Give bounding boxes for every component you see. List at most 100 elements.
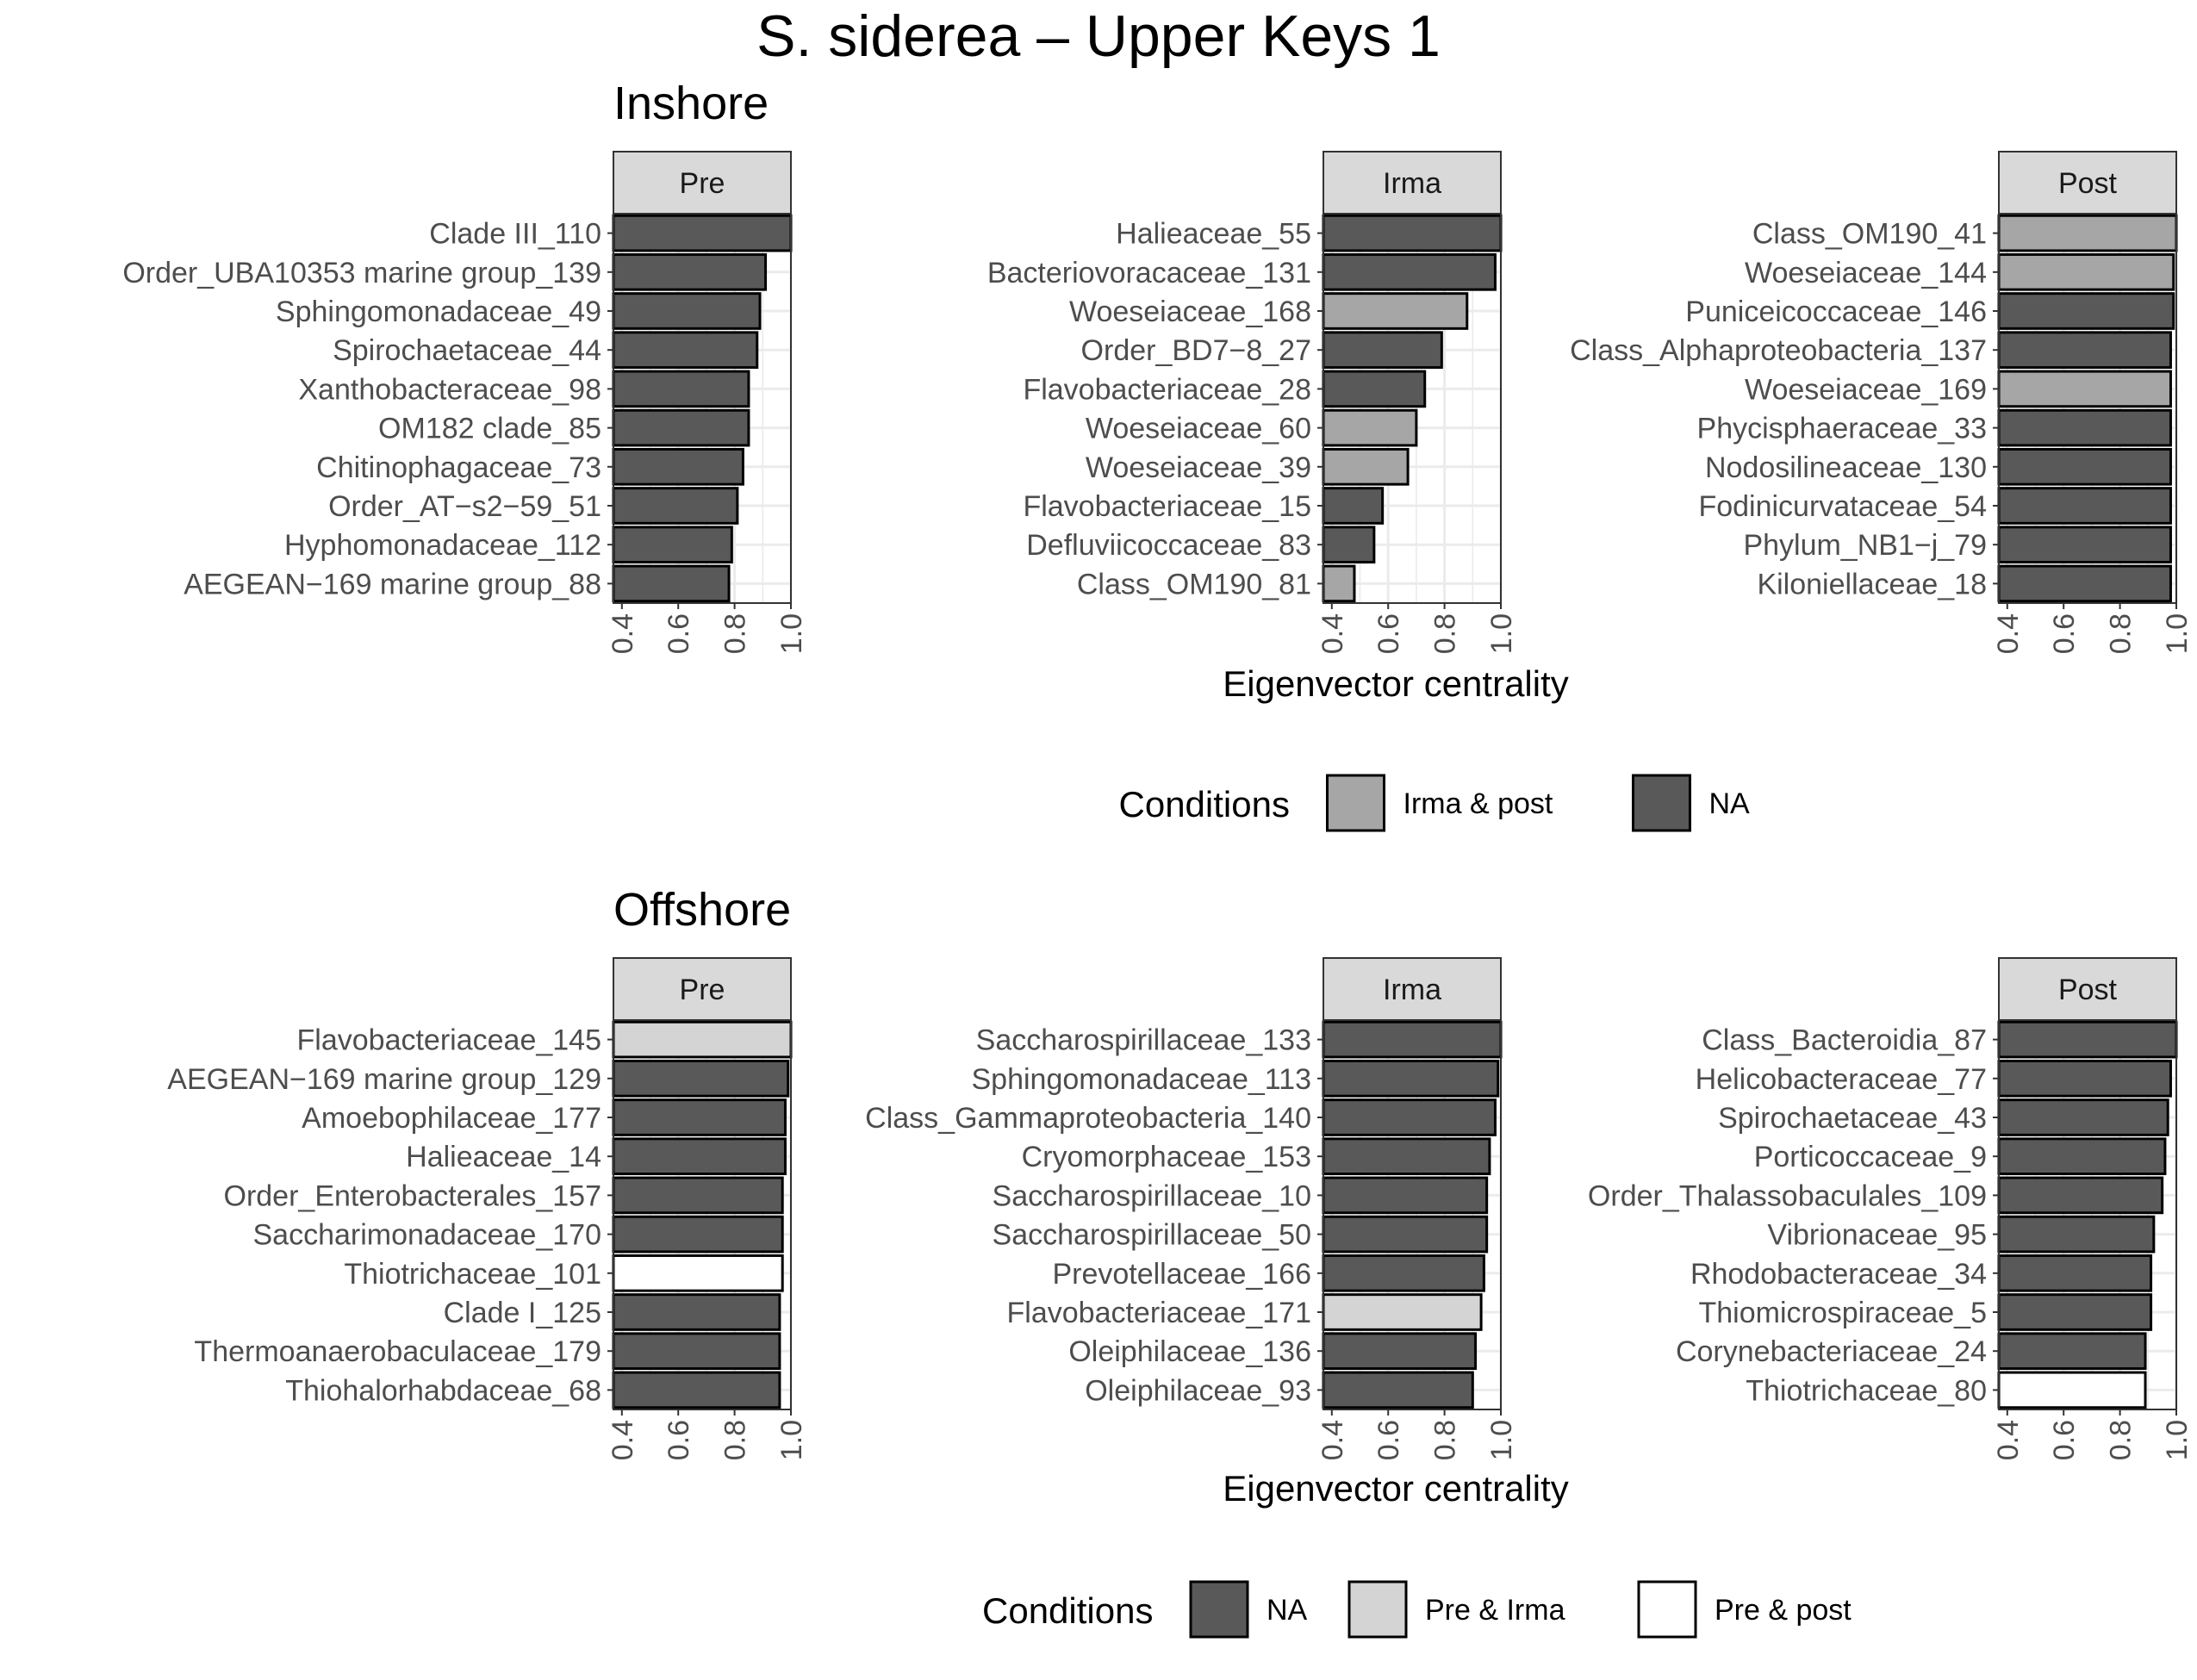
y-tick-label: Hyphomonadaceae_112 xyxy=(284,529,601,562)
y-tick-label: Flavobacteriaceae_28 xyxy=(1023,373,1311,406)
y-tick-label: Thermoanaerobaculaceae_179 xyxy=(194,1335,601,1368)
y-tick-label: Spirochaetaceae_43 xyxy=(1718,1102,1987,1135)
y-tick-label: Cryomorphaceae_153 xyxy=(1022,1141,1311,1173)
y-tick-label: Class_OM190_81 xyxy=(1077,568,1311,600)
y-tick-label: Nodosilineaceae_130 xyxy=(1705,451,1987,484)
bar xyxy=(1322,1137,1491,1176)
bar xyxy=(1322,331,1443,370)
bar xyxy=(1322,252,1497,291)
y-tick-label: Order_UBA10353 marine group_139 xyxy=(122,257,601,289)
y-tick-label: Woeseiaceae_169 xyxy=(1745,373,1987,406)
y-tick-label: OM182 clade_85 xyxy=(378,413,601,445)
offshore-panel-post: Post Class_Bacteroidia_87 Helicobacteracea… xyxy=(1588,957,2194,1460)
bar xyxy=(1322,1293,1483,1331)
bar xyxy=(612,1176,784,1215)
bar xyxy=(1322,1254,1485,1292)
inshore-section-title: Inshore xyxy=(613,78,769,129)
legend-key xyxy=(1347,1580,1408,1639)
panel-border xyxy=(613,1019,792,1410)
bar xyxy=(1997,408,2172,447)
bar xyxy=(1322,1332,1478,1371)
bar xyxy=(1997,1371,2147,1409)
offshore-section-title: Offshore xyxy=(613,884,792,936)
bar xyxy=(1997,292,2175,330)
y-tick-label: Kiloniellaceae_18 xyxy=(1757,568,1987,600)
y-tick-label: Sphingomonadaceae_113 xyxy=(972,1063,1312,1096)
y-tick-label: Saccharospirillaceae_50 xyxy=(993,1219,1311,1252)
y-tick-label: Rhodobacteraceae_34 xyxy=(1690,1258,1987,1291)
bar xyxy=(612,408,750,447)
y-tick-label: Amoebophilaceae_177 xyxy=(302,1102,601,1135)
bar xyxy=(612,1059,790,1098)
y-tick-label: Flavobacteriaceae_171 xyxy=(1007,1297,1311,1329)
facet-strip xyxy=(613,151,792,215)
bar xyxy=(1997,1098,2169,1136)
x-tick-label: 0.6 xyxy=(663,613,695,654)
bar xyxy=(1997,1137,2167,1176)
bar xyxy=(612,447,744,486)
bar xyxy=(1322,370,1427,408)
inshore-panel-post: Post Class_OM190_41 Woeseiaceae_144 Punicei… xyxy=(1570,151,2194,654)
facet-strip-label: Pre xyxy=(680,974,725,1006)
bar xyxy=(1997,447,2172,486)
y-tick-label: Porticoccaceae_9 xyxy=(1754,1141,1987,1173)
y-tick-label: Sphingomonadaceae_49 xyxy=(276,296,601,328)
y-tick-label: Oleiphilaceae_136 xyxy=(1068,1335,1311,1368)
legend-label: NA xyxy=(1267,1594,1308,1627)
y-tick-label: Class_Gammaproteobacteria_140 xyxy=(865,1102,1311,1135)
y-tick-label: Xanthobacteraceae_98 xyxy=(298,373,601,406)
x-tick-label: 0.4 xyxy=(607,1420,639,1460)
y-tick-label: AEGEAN−169 marine group_129 xyxy=(167,1063,601,1096)
bar xyxy=(1322,1059,1500,1098)
y-tick-label: Clade I_125 xyxy=(444,1297,601,1329)
legend-title: Conditions xyxy=(1119,784,1290,824)
x-tick-label: 1.0 xyxy=(1485,613,1518,654)
panel-border xyxy=(1998,213,2177,604)
bar xyxy=(1322,1176,1489,1215)
offshore-panel-pre: Pre Flavobacteriaceae_145 AEGEAN−169 marin… xyxy=(167,957,808,1460)
bar xyxy=(612,564,731,603)
x-tick-label: 1.0 xyxy=(775,613,808,654)
y-tick-label: Spirochaetaceae_44 xyxy=(333,334,601,367)
y-tick-label: Corynebacteriaceae_24 xyxy=(1676,1335,1987,1368)
panel-border xyxy=(1998,1019,2177,1410)
bar xyxy=(612,292,762,330)
offshore-legend: Conditions NA Pre & Irma Pre & post xyxy=(982,1580,1852,1639)
bar xyxy=(1322,1098,1497,1136)
y-tick-label: Thiomicrospiraceae_5 xyxy=(1699,1297,1988,1329)
bar xyxy=(1997,1293,2153,1331)
y-tick-label: Thiotrichaceae_101 xyxy=(344,1258,601,1291)
bar xyxy=(612,331,759,370)
bar xyxy=(612,1293,781,1331)
y-tick-label: Thiotrichaceae_80 xyxy=(1746,1374,1987,1407)
bar xyxy=(1997,1176,2164,1215)
facet-strip-label: Pre xyxy=(680,167,725,200)
y-tick-label: Flavobacteriaceae_145 xyxy=(297,1024,601,1057)
bar xyxy=(612,214,793,252)
bar xyxy=(1997,252,2175,291)
facet-strip xyxy=(1323,151,1502,215)
y-tick-label: Saccharospirillaceae_10 xyxy=(993,1179,1311,1212)
y-tick-label: Bacteriovoracaceae_131 xyxy=(987,257,1311,289)
bar xyxy=(1322,1215,1489,1254)
facet-strip-label: Post xyxy=(2058,974,2118,1006)
legend-key xyxy=(1632,774,1691,832)
bar xyxy=(1322,564,1356,603)
y-tick-label: Woeseiaceae_39 xyxy=(1086,451,1311,484)
bar xyxy=(612,1215,784,1254)
legend-key xyxy=(1637,1580,1697,1639)
legend-title: Conditions xyxy=(982,1590,1153,1631)
x-axis-label: Eigenvector centrality xyxy=(1223,663,1569,704)
facet-strip-label: Irma xyxy=(1383,974,1441,1006)
x-tick-label: 0.6 xyxy=(1372,613,1405,654)
bar xyxy=(1997,1215,2156,1254)
x-tick-label: 0.4 xyxy=(1316,1420,1349,1460)
facet-strip xyxy=(613,957,792,1021)
y-tick-label: Class_Bacteroidia_87 xyxy=(1702,1024,1987,1057)
panel-border xyxy=(1323,213,1502,604)
facet-strip xyxy=(1998,151,2177,215)
x-tick-label: 0.8 xyxy=(1429,613,1462,654)
y-tick-label: Prevotellaceae_166 xyxy=(1052,1258,1311,1291)
y-tick-label: Flavobacteriaceae_15 xyxy=(1023,490,1311,523)
y-tick-label: AEGEAN−169 marine group_88 xyxy=(184,568,601,600)
